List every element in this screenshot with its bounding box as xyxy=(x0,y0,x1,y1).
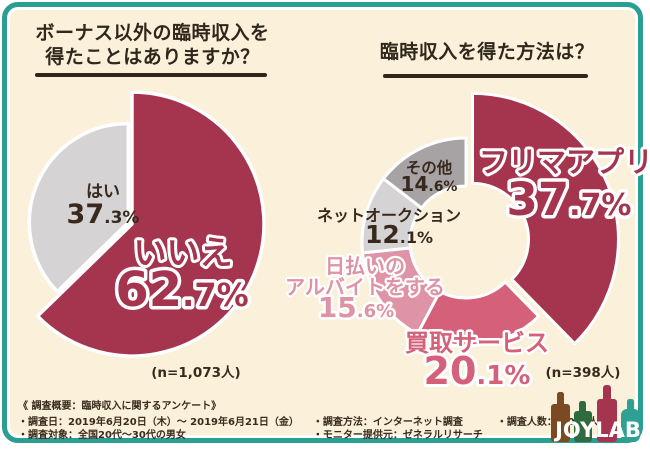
pie-slice-left-1 xyxy=(27,121,131,294)
value-no-dec: .7% xyxy=(182,276,248,314)
wine-bottle-icon xyxy=(597,385,617,442)
value-flea-market-app: 37.7% xyxy=(507,173,632,226)
value-flea-market-app-dec: .7% xyxy=(569,188,631,223)
joylab-wordmark: JOYLAB xyxy=(553,418,641,442)
value-yes-dec: .3% xyxy=(104,208,139,228)
left-chart-title: ボーナス以外の臨時収入を 得たことはありますか？ xyxy=(25,21,280,69)
right-donut-slices xyxy=(360,91,620,348)
survey-overview-col2: ・調査方法：インターネット調査 ・モニター提供元：ゼネラルリサーチ xyxy=(313,416,483,443)
wine-bottle-icon xyxy=(551,392,570,442)
pie-slice-left-0 xyxy=(35,90,266,358)
value-no-int: 62 xyxy=(115,262,182,318)
survey-overview-col3: ・調査人数：1,073人 xyxy=(497,416,599,443)
value-other: 14.6% xyxy=(401,172,458,196)
label-net-auction: ネットオークション xyxy=(317,206,461,225)
right-title-underline xyxy=(383,74,588,78)
value-net-auction-dec: .1% xyxy=(400,228,433,247)
left-chart-title-line1: ボーナス以外の臨時収入を xyxy=(35,22,270,44)
value-net-auction-int: 12 xyxy=(365,220,400,249)
label-daily-job-line1: 日払いの xyxy=(325,254,405,278)
value-yes: 37.3% xyxy=(67,199,140,230)
label-flea-market-app: フリマアプリ xyxy=(479,145,650,179)
value-buyback-service-int: 20 xyxy=(424,349,477,393)
pie-slice-right-4 xyxy=(381,136,468,210)
pie-slice-right-0 xyxy=(470,91,620,346)
left-pie-slices xyxy=(27,90,266,358)
wine-bottle-icon xyxy=(621,399,640,442)
survey-monitor-line: ・モニター提供元：ゼネラルリサーチ xyxy=(312,430,483,441)
value-net-auction: 12.1% xyxy=(365,220,433,249)
label-no: いいえ xyxy=(134,233,233,272)
value-buyback-service: 20.1% xyxy=(424,349,531,393)
value-daily-job-dec: .6% xyxy=(357,301,394,322)
value-flea-market-app-int: 37 xyxy=(507,173,570,226)
label-other: その他 xyxy=(406,158,453,177)
survey-method-line: ・調査方法：インターネット調査 xyxy=(312,416,463,428)
label-daily-job-line2: アルバイトをする xyxy=(285,275,445,299)
left-chart-title-line2: 得たことはありますか？ xyxy=(45,46,260,68)
value-yes-int: 37 xyxy=(67,199,105,230)
survey-count-line: ・調査人数：1,073人 xyxy=(496,416,599,428)
value-daily-job-int: 15 xyxy=(318,291,357,324)
right-chart-title: 臨時収入を得た方法は？ xyxy=(372,40,602,64)
value-other-int: 14 xyxy=(401,172,429,196)
left-title-underline xyxy=(35,73,267,77)
survey-overview: 《 調査概要：臨時収入に関するアンケート》 ・調査日：2019年6月20日（木）… xyxy=(18,400,599,443)
right-chart-title-line: 臨時収入を得た方法は？ xyxy=(379,41,595,63)
label-yes: はい xyxy=(86,182,120,202)
sample-size-right: (n=398人) xyxy=(546,365,621,381)
survey-date-line: ・調査日：2019年6月20日（木）～ 2019年6月21日（金） xyxy=(18,416,299,428)
value-buyback-service-dec: .1% xyxy=(476,361,530,391)
value-daily-job: 15.6% xyxy=(318,291,394,324)
survey-target-line: ・調査対象：全国20代～30代の男女 xyxy=(18,430,186,441)
value-other-dec: .6% xyxy=(428,179,457,195)
label-buyback-service: 買取サービス xyxy=(405,329,549,357)
survey-overview-col1: ・調査日：2019年6月20日（木）～ 2019年6月21日（金） ・調査対象：… xyxy=(18,416,299,443)
value-no: 62.7% xyxy=(115,262,248,318)
sample-size-left: (n=1,073人) xyxy=(151,365,240,381)
wine-bottle-icon xyxy=(574,401,592,442)
joylab-logo: JOYLAB xyxy=(551,385,641,442)
survey-overview-heading: 《 調査概要：臨時収入に関するアンケート》 xyxy=(18,401,222,412)
